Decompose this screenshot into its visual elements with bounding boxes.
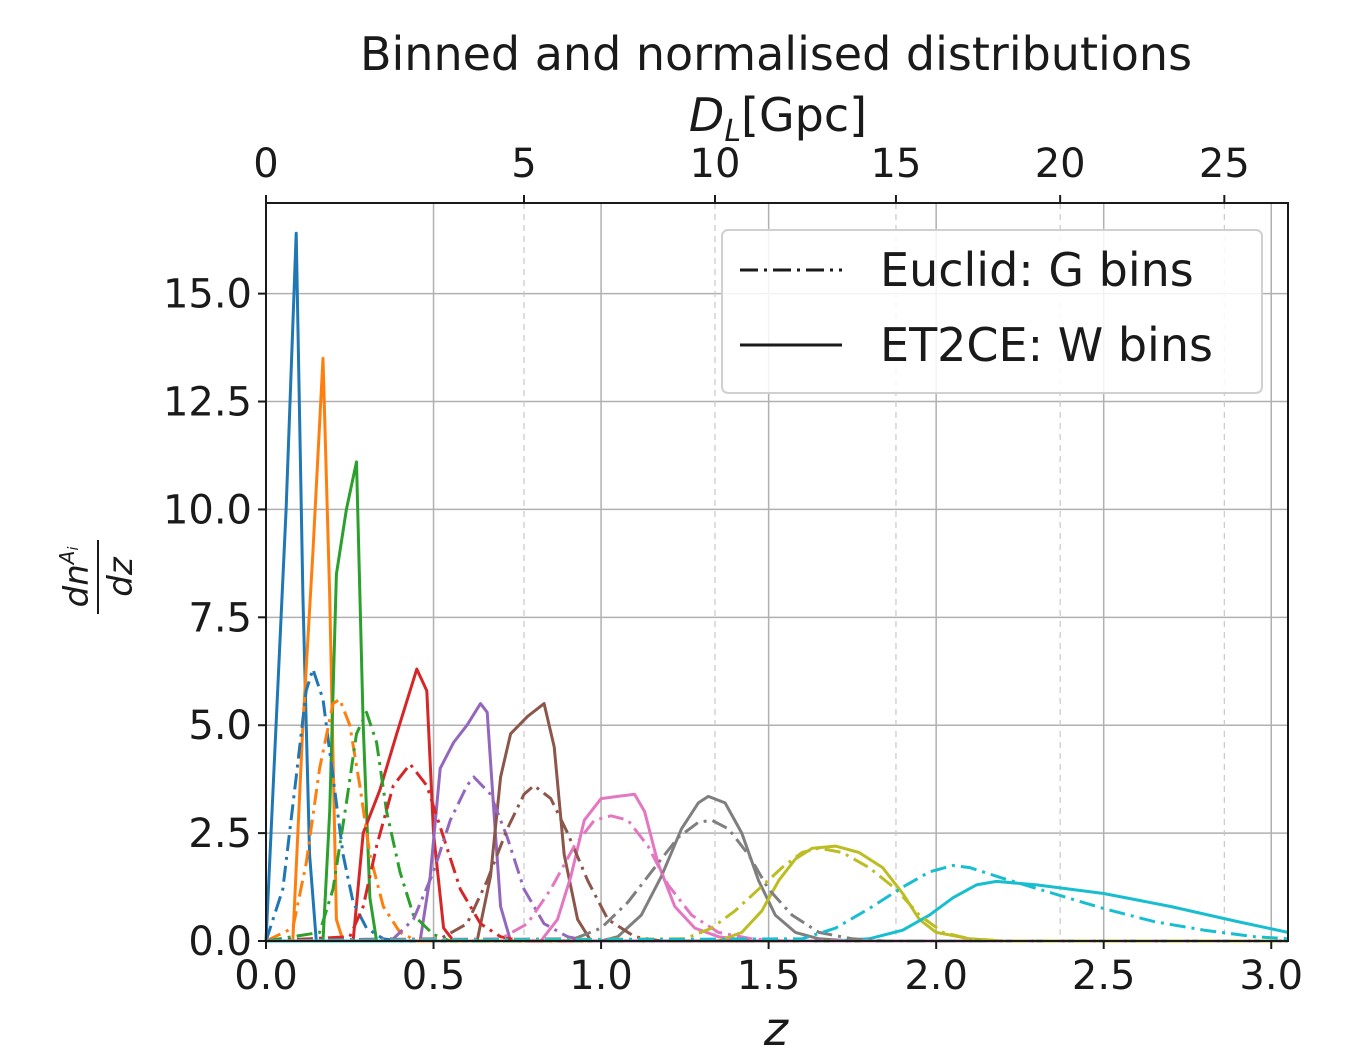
x-axis-label: z	[763, 1002, 789, 1055]
top-tick-label: 0	[253, 141, 278, 187]
x-tick-label: 2.0	[904, 953, 968, 999]
plot-frame	[265, 202, 1289, 942]
x-tick-label: 1.0	[569, 953, 633, 999]
x-tick-label: 0.0	[234, 953, 298, 999]
series-line-18	[265, 846, 1288, 943]
top-ticks: 0 5 10 15 20 25	[253, 141, 1250, 203]
y-axis-label: dnAi dz	[55, 540, 141, 614]
x-ticks: 0.0 0.5 1.0 1.5 2.0 2.5 3.0	[234, 941, 1303, 999]
chart-title: Binned and normalised distributions	[360, 27, 1192, 81]
series-line-3	[266, 667, 1288, 943]
top-tick-label: 25	[1199, 141, 1250, 187]
top-tick-label: 15	[871, 141, 922, 187]
series-line-15	[265, 784, 1288, 943]
x-tick-label: 3.0	[1239, 953, 1303, 999]
y-ticks: 0.0 2.5 5.0 7.5 10.0 12.5 15.0	[163, 272, 266, 965]
series-line-7	[266, 794, 1288, 943]
y-axis-label-numerator: dnAi	[55, 547, 97, 608]
legend-box	[721, 229, 1263, 394]
y-tick-label: 0.0	[188, 919, 252, 965]
y-tick-label: 2.5	[188, 811, 252, 857]
x-tick-label: 1.5	[737, 953, 801, 999]
legend-label-et2ce: ET2CE: W bins	[880, 318, 1213, 372]
series-line-11	[265, 697, 1288, 943]
series-line-12	[265, 710, 1288, 943]
series-line-2	[266, 460, 1288, 943]
y-tick-label: 7.5	[188, 595, 252, 641]
series-line-1	[266, 356, 1288, 943]
top-tick-label: 10	[690, 141, 741, 187]
top-tick-label: 5	[511, 141, 536, 187]
top-axis-label: DL[Gpc]	[689, 88, 867, 149]
series-line-17	[265, 818, 1288, 943]
series-line-14	[265, 775, 1288, 943]
y-tick-label: 12.5	[163, 380, 252, 426]
series-layer	[264, 231, 1289, 943]
legend: Euclid: G bins ET2CE: W bins	[721, 229, 1263, 394]
y-tick-label: 10.0	[163, 487, 252, 533]
legend-label-euclid: Euclid: G bins	[880, 243, 1194, 297]
y-axis-label-denominator: dz	[101, 556, 141, 597]
y-tick-label: 15.0	[163, 272, 252, 318]
series-line-13	[265, 762, 1288, 943]
series-line-16	[265, 814, 1288, 943]
top-tick-label: 20	[1035, 141, 1086, 187]
series-line-9	[266, 879, 1289, 943]
y-tick-label: 5.0	[188, 703, 252, 749]
x-tick-label: 2.5	[1072, 953, 1136, 999]
series-line-8	[266, 844, 1288, 943]
series-line-6	[266, 792, 1288, 943]
x-tick-label: 0.5	[402, 953, 466, 999]
series-line-5	[266, 702, 1288, 943]
series-line-19	[265, 864, 1289, 943]
